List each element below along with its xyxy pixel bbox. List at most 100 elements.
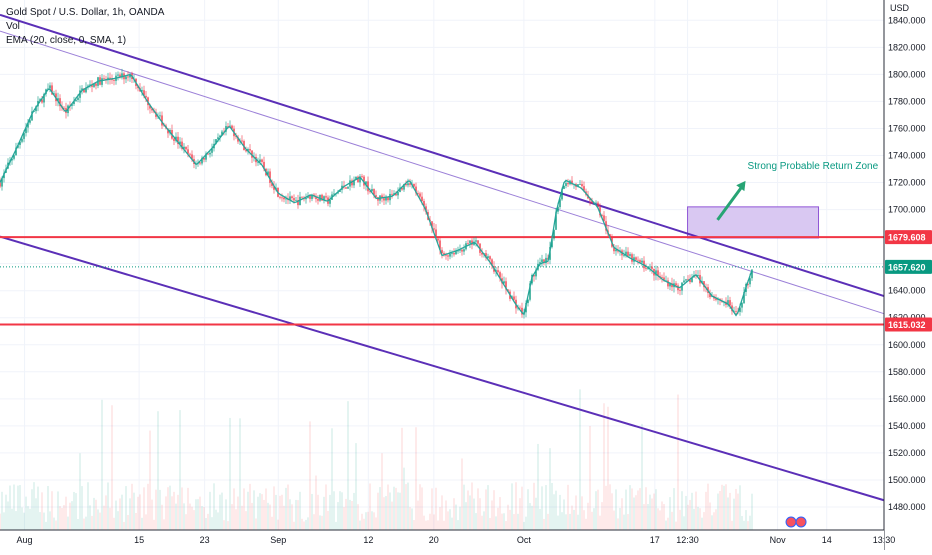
volume-bar xyxy=(109,507,111,530)
volume-bar xyxy=(523,521,525,530)
volume-bar xyxy=(337,502,339,530)
time-tick-label: 14 xyxy=(822,535,832,545)
volume-bar xyxy=(51,491,53,530)
candle-body xyxy=(441,249,443,254)
return-zone-rect[interactable] xyxy=(687,206,820,239)
candle-body xyxy=(59,98,61,107)
volume-bar xyxy=(601,502,603,530)
candle-body xyxy=(273,185,275,190)
channel-middle-line[interactable] xyxy=(0,30,885,315)
legend-symbol-title[interactable]: Gold Spot / U.S. Dollar, 1h, OANDA xyxy=(6,7,165,18)
channel-upper-line[interactable] xyxy=(0,13,885,298)
volume-bar xyxy=(69,502,71,530)
volume-bar xyxy=(55,520,57,530)
volume-bar xyxy=(747,521,749,530)
legend-ema[interactable]: EMA (20, close, 0, SMA, 1) xyxy=(6,35,127,46)
volume-bar xyxy=(101,399,103,530)
candle-body xyxy=(453,253,455,255)
candle-body xyxy=(13,155,15,159)
candle-body xyxy=(231,125,233,129)
candle-body xyxy=(461,249,463,252)
volume-bar xyxy=(387,484,389,530)
candle-body xyxy=(687,279,689,281)
volume-bar xyxy=(707,483,709,530)
volume-bar xyxy=(713,512,715,530)
price-axis-unit: USD xyxy=(890,3,910,13)
candle-body xyxy=(173,138,175,141)
candle-body xyxy=(659,275,661,278)
candle-body xyxy=(291,196,293,199)
legend-volume[interactable]: Vol xyxy=(6,21,20,32)
candle-body xyxy=(117,74,119,76)
candle-body xyxy=(281,197,283,199)
candle-body xyxy=(419,193,421,197)
candle-body xyxy=(391,193,393,195)
volume-bar xyxy=(283,505,285,530)
trendlines[interactable] xyxy=(0,13,885,502)
candle-body xyxy=(519,307,521,309)
level-price-tag-bg[interactable] xyxy=(885,317,932,332)
zone-annotation-label: Strong Probable Return Zone xyxy=(748,161,879,172)
candle-body xyxy=(631,254,633,262)
level-price-tag-bg[interactable] xyxy=(885,230,932,245)
price-tick-label: 1720.000 xyxy=(888,178,926,188)
volume-bar xyxy=(141,517,143,530)
candle-body xyxy=(91,84,93,87)
candle-body xyxy=(613,246,615,252)
current-price-tag-bg[interactable] xyxy=(885,259,932,274)
candle-body xyxy=(167,128,169,134)
volume-bar xyxy=(739,485,741,530)
economic-event-icon[interactable] xyxy=(795,516,807,528)
price-tick-label: 1640.000 xyxy=(888,286,926,296)
volume-bar xyxy=(515,482,517,530)
candle-body xyxy=(215,139,217,144)
volume-bar xyxy=(519,498,521,530)
volume-bar xyxy=(555,490,557,530)
return-zone[interactable] xyxy=(687,206,820,239)
candle-body xyxy=(109,77,111,80)
volume-bar xyxy=(731,520,733,530)
time-axis[interactable]: Aug 15 23 Sep 12 20 Oct 17 12:30 Nov 14 13:30 xyxy=(0,529,895,550)
price-tick-label: 1820.000 xyxy=(888,42,926,52)
level-price-tag[interactable]: 1615.032 xyxy=(888,320,926,330)
volume-bar xyxy=(611,493,613,530)
candle-body xyxy=(103,78,105,80)
volume-bar xyxy=(537,443,539,530)
price-axis[interactable]: USD 1840.000 1820.000 1800.000 1780.000 1760.… xyxy=(883,0,932,550)
candle-body xyxy=(353,179,355,186)
volume-bar xyxy=(187,487,189,530)
volume-bar xyxy=(155,489,157,530)
volume-bar xyxy=(65,496,67,530)
volume-bar xyxy=(357,504,359,530)
volume-bar xyxy=(7,501,9,530)
volume-bar xyxy=(245,511,247,530)
volume-bar xyxy=(481,515,483,530)
candle-body xyxy=(445,254,447,256)
candle-body xyxy=(529,283,531,300)
volume-bar xyxy=(743,520,745,530)
price-tick-label: 1540.000 xyxy=(888,421,926,431)
economic-event-icon[interactable] xyxy=(785,516,797,528)
level-price-tag[interactable]: 1679.608 xyxy=(888,233,926,243)
volume-bar xyxy=(329,494,331,530)
candle-body xyxy=(127,76,129,78)
volume-bar xyxy=(529,503,531,530)
volume-bar xyxy=(655,489,657,530)
current-price-tag[interactable]: 1657.620 xyxy=(888,262,926,272)
channel-lower-line[interactable] xyxy=(0,235,885,502)
volume-bar xyxy=(485,489,487,530)
candle-body xyxy=(489,256,491,260)
time-axis-bg xyxy=(0,530,884,550)
time-tick-label: Nov xyxy=(770,535,787,545)
volume-bar xyxy=(451,517,453,530)
price-tick-label: 1600.000 xyxy=(888,340,926,350)
volume-bar xyxy=(151,499,153,530)
volume-bar xyxy=(239,418,241,530)
candle-body xyxy=(95,83,97,86)
candle-body xyxy=(145,95,147,98)
candle-body xyxy=(685,279,687,281)
volume-bar xyxy=(467,490,469,530)
volume-bar xyxy=(221,492,223,530)
